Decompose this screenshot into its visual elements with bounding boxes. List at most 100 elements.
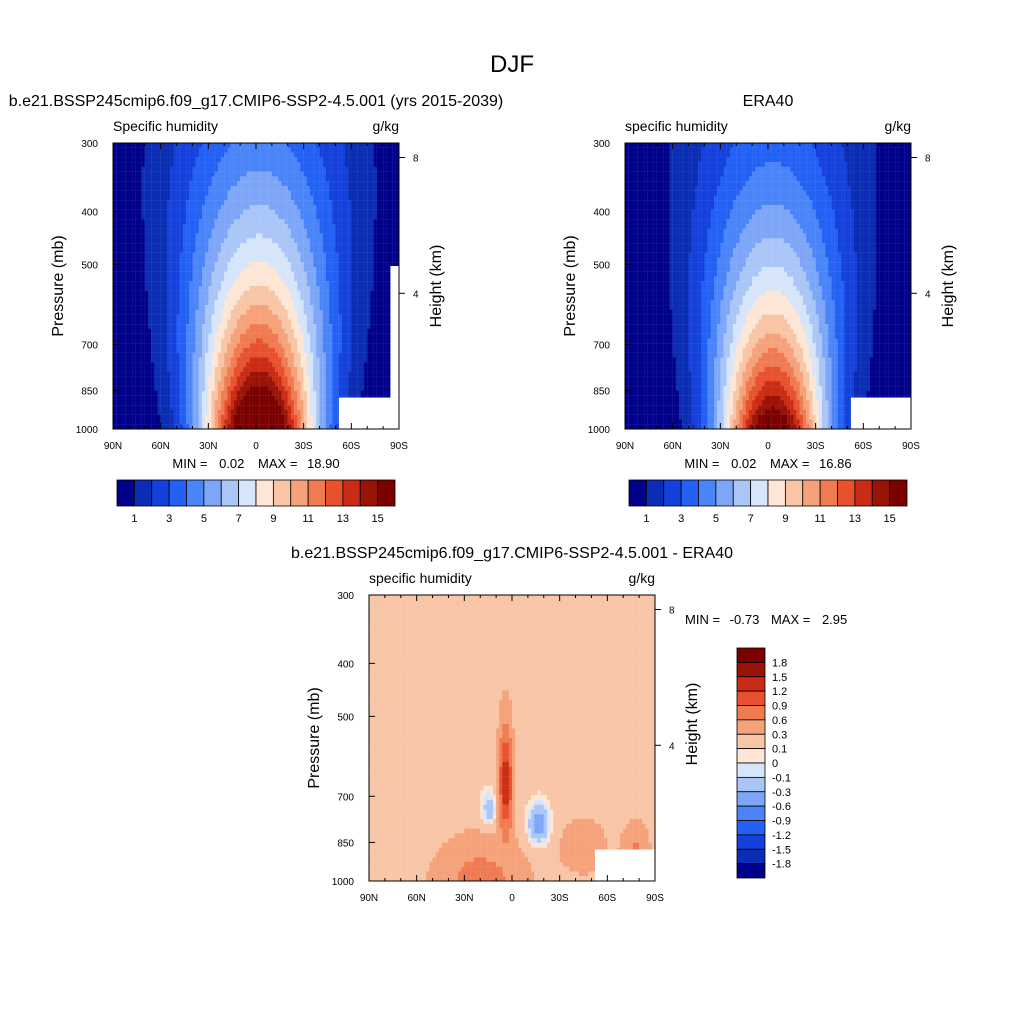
heatmap-cell (310, 176, 314, 182)
heatmap-cell (319, 147, 323, 153)
heatmap-cell (138, 219, 142, 225)
heatmap-cell (383, 371, 387, 377)
heatmap-cell (265, 243, 269, 249)
heatmap-cell (313, 152, 317, 158)
heatmap-cell (246, 347, 250, 353)
heatmap-cell (201, 343, 206, 349)
heatmap-cell (119, 281, 123, 287)
heatmap-cell (144, 195, 149, 201)
heatmap-cell (265, 276, 269, 282)
heatmap-cell (221, 181, 225, 187)
heatmap-cell (256, 262, 260, 268)
heatmap-cell (160, 367, 164, 372)
heatmap-cell (252, 352, 257, 358)
heatmap-cell (240, 181, 244, 187)
heatmap-cell (198, 319, 203, 325)
heatmap-cell (243, 228, 247, 234)
heatmap-cell (128, 224, 133, 229)
heatmap-cell (157, 357, 161, 363)
heatmap-cell (344, 162, 349, 167)
heatmap-cell (236, 166, 241, 172)
heatmap-cell (113, 295, 117, 301)
heatmap-cell (379, 190, 384, 196)
heatmap-cell (386, 319, 390, 325)
heatmap-cell (376, 347, 381, 353)
heatmap-cell (360, 333, 365, 339)
heatmap-cell (195, 185, 199, 191)
heatmap-cell (329, 247, 333, 253)
heatmap-cell (278, 157, 282, 163)
heatmap-cell (221, 162, 225, 167)
heatmap-cell (192, 305, 196, 310)
heatmap-cell (392, 147, 396, 153)
heatmap-cell (195, 204, 199, 210)
heatmap-cell (167, 271, 171, 277)
heatmap-cell (221, 228, 225, 234)
heatmap-cell (341, 319, 346, 325)
heatmap-cell (386, 243, 390, 249)
heatmap-cell (116, 286, 120, 291)
heatmap-cell (116, 390, 120, 396)
heatmap-cell (205, 247, 209, 253)
heatmap-cell (128, 405, 133, 411)
heatmap-cell (370, 171, 374, 177)
heatmap-cell (256, 381, 260, 387)
heatmap-cell (189, 143, 193, 148)
heatmap-cell (379, 319, 384, 325)
heatmap-cell (214, 357, 219, 363)
heatmap-cell (275, 352, 279, 358)
heatmap-cell (316, 324, 320, 330)
heatmap-cell (287, 381, 292, 387)
heatmap-cell (211, 157, 215, 163)
heatmap-cell (208, 319, 212, 325)
heatmap-cell (125, 386, 130, 392)
heatmap-cell (179, 243, 184, 249)
heatmap-cell (113, 190, 117, 196)
heatmap-cell (230, 395, 234, 401)
heatmap-cell (157, 195, 161, 201)
heatmap-cell (348, 209, 352, 215)
heatmap-cell (147, 238, 152, 244)
heatmap-cell (325, 228, 330, 234)
heatmap-cell (294, 286, 298, 291)
heatmap-cell (303, 233, 307, 239)
heatmap-cell (290, 357, 295, 363)
heatmap-cell (325, 224, 330, 229)
heatmap-cell (246, 333, 250, 339)
heatmap-cell (208, 204, 212, 210)
heatmap-cell (335, 185, 339, 191)
heatmap-cell (189, 276, 193, 282)
heatmap-cell (357, 343, 362, 349)
heatmap-cell (284, 219, 288, 225)
heatmap-cell (351, 247, 355, 253)
heatmap-cell (176, 228, 180, 234)
heatmap-cell (236, 252, 241, 258)
heatmap-cell (306, 152, 311, 158)
heatmap-cell (376, 233, 381, 239)
heatmap-cell (252, 233, 257, 239)
heatmap-cell (395, 224, 399, 229)
heatmap-cell (373, 347, 377, 353)
heatmap-cell (322, 338, 327, 344)
heatmap-cell (386, 214, 390, 220)
heatmap-cell (151, 190, 155, 196)
heatmap-cell (348, 300, 352, 306)
heatmap-cell (157, 209, 161, 215)
heatmap-cell (211, 305, 215, 310)
heatmap-cell (294, 305, 298, 310)
heatmap-cell (290, 219, 295, 225)
heatmap-cell (297, 276, 301, 282)
heatmap-cell (341, 300, 346, 306)
heatmap-cell (208, 152, 212, 158)
heatmap-cell (128, 395, 133, 401)
heatmap-cell (252, 228, 257, 234)
heatmap-cell (376, 143, 381, 148)
heatmap-cell (182, 371, 187, 377)
heatmap-cell (141, 176, 145, 182)
heatmap-cell (243, 157, 247, 163)
heatmap-cell (357, 152, 362, 158)
heatmap-cell (395, 152, 399, 158)
heatmap-cell (227, 243, 231, 249)
heatmap-cell (163, 338, 168, 344)
heatmap-cell (163, 319, 168, 325)
